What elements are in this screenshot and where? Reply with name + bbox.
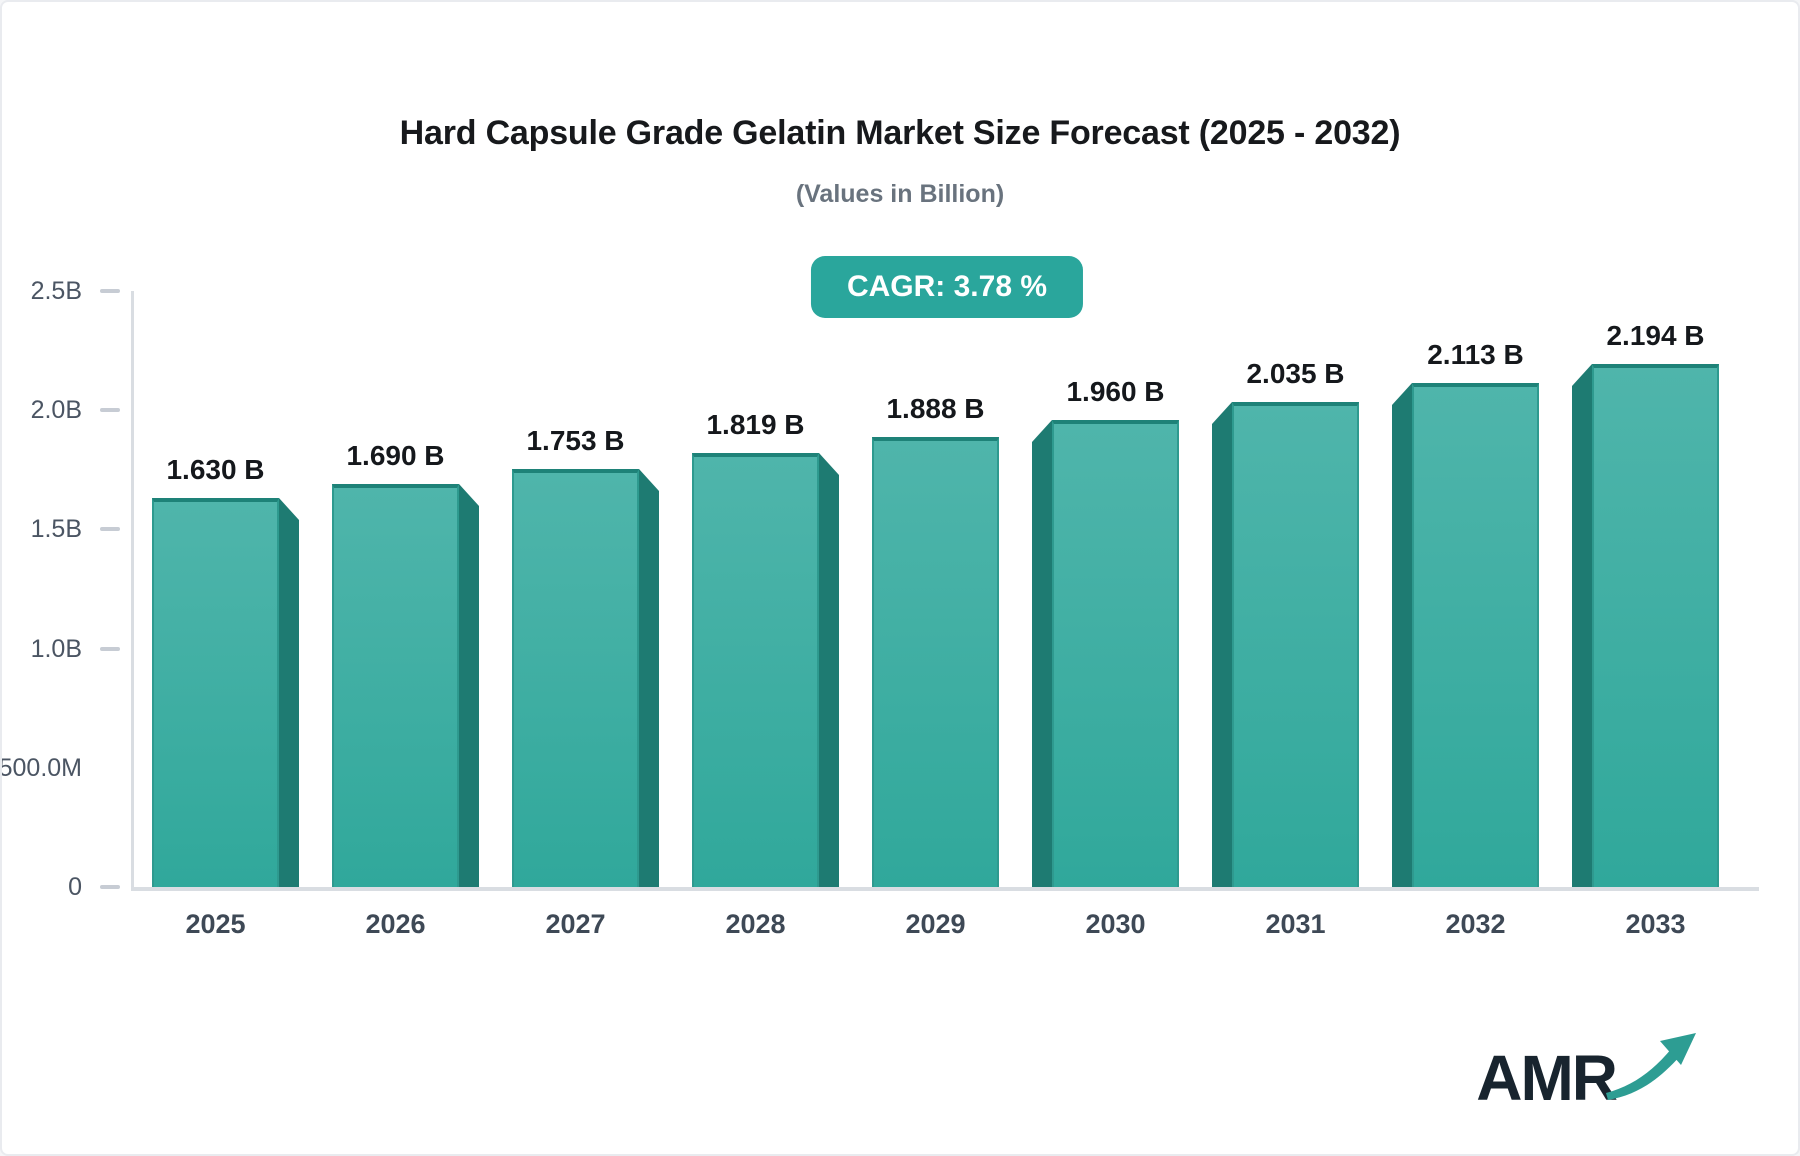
y-tick-mark	[100, 408, 120, 413]
bar-front-face	[1592, 364, 1719, 887]
bar-value-label: 1.888 B	[886, 393, 985, 424]
bar-value-label: 1.690 B	[346, 440, 445, 471]
y-tick-mark	[100, 646, 120, 651]
y-tick-label-1.5B: 1.5B	[30, 515, 82, 544]
bar-side-face	[279, 498, 299, 887]
bar-side-face	[459, 484, 479, 887]
bar-side-face	[1572, 364, 1592, 887]
bar-value-label: 1.630 B	[166, 454, 265, 485]
bar-2029: 1.888 B	[872, 393, 999, 887]
x-axis-line	[131, 887, 1759, 891]
logo-arrow-icon	[1606, 1033, 1696, 1100]
bar-front-face	[1052, 420, 1179, 887]
bar-2026: 1.690 B	[332, 440, 479, 887]
bar-2032: 2.113 B	[1392, 339, 1539, 887]
x-axis-label-2030: 2030	[1085, 909, 1146, 939]
bar-value-label: 1.753 B	[526, 425, 625, 456]
bar-2030: 1.960 B	[1032, 376, 1179, 887]
y-tick-label-1.0B: 1.0B	[30, 634, 82, 663]
bar-2027: 1.753 B	[512, 425, 659, 887]
x-axis-label-2026: 2026	[365, 909, 426, 939]
bar-front-face	[692, 453, 819, 887]
bar-front-face	[332, 484, 459, 887]
bar-value-label: 1.960 B	[1066, 376, 1165, 407]
bar-2033: 2.194 B	[1572, 320, 1719, 887]
y-axis-line	[131, 291, 134, 887]
x-axis-label-2033: 2033	[1625, 909, 1686, 939]
bar-2028: 1.819 B	[692, 409, 839, 887]
x-axis-label-2032: 2032	[1445, 909, 1506, 939]
bar-front-face	[152, 498, 279, 887]
bar-front-face	[1232, 402, 1359, 887]
bar-side-face	[1032, 420, 1052, 887]
bar-value-label: 1.819 B	[706, 409, 805, 440]
y-tick-mark	[100, 289, 120, 293]
bar-value-label: 2.035 B	[1246, 358, 1345, 389]
x-axis-label-2025: 2025	[185, 909, 246, 939]
bar-2031: 2.035 B	[1212, 358, 1359, 887]
x-axis-label-2031: 2031	[1265, 909, 1326, 939]
bar-front-face	[512, 469, 639, 887]
x-axis-label-2028: 2028	[725, 909, 786, 939]
bar-side-face	[1212, 402, 1232, 887]
plot-area: 2.5B 2.0B 1.5B 1.0B 500.0M 0 1.630 B 2025 1.690 …	[2, 277, 1759, 939]
amr-logo-text: AMR	[1476, 1042, 1618, 1114]
bar-side-face	[639, 469, 659, 887]
bar-2025: 1.630 B	[152, 454, 299, 887]
y-tick-mark	[100, 527, 120, 532]
bar-side-face	[1392, 383, 1412, 887]
bar-side-face	[819, 453, 839, 887]
bar-value-label: 2.113 B	[1427, 339, 1524, 370]
y-tick-label-2.5B: 2.5B	[30, 277, 82, 305]
bar-value-label: 2.194 B	[1606, 320, 1705, 351]
y-tick-label-2.0B: 2.0B	[30, 396, 82, 425]
x-axis-label-2027: 2027	[545, 909, 606, 939]
chart-title: Hard Capsule Grade Gelatin Market Size F…	[399, 114, 1401, 152]
amr-logo: AMR	[1476, 1028, 1706, 1110]
bar-front-face	[1412, 383, 1539, 887]
y-tick-mark	[100, 885, 120, 889]
bar-front-face	[872, 437, 999, 887]
y-tick-label-500.0M: 500.0M	[0, 753, 82, 782]
chart-subtitle: (Values in Billion)	[795, 180, 1005, 208]
cagr-badge: CAGR: 3.78 %	[810, 256, 1084, 318]
x-axis-label-2029: 2029	[905, 909, 966, 939]
y-tick-label-0: 0	[68, 873, 82, 901]
